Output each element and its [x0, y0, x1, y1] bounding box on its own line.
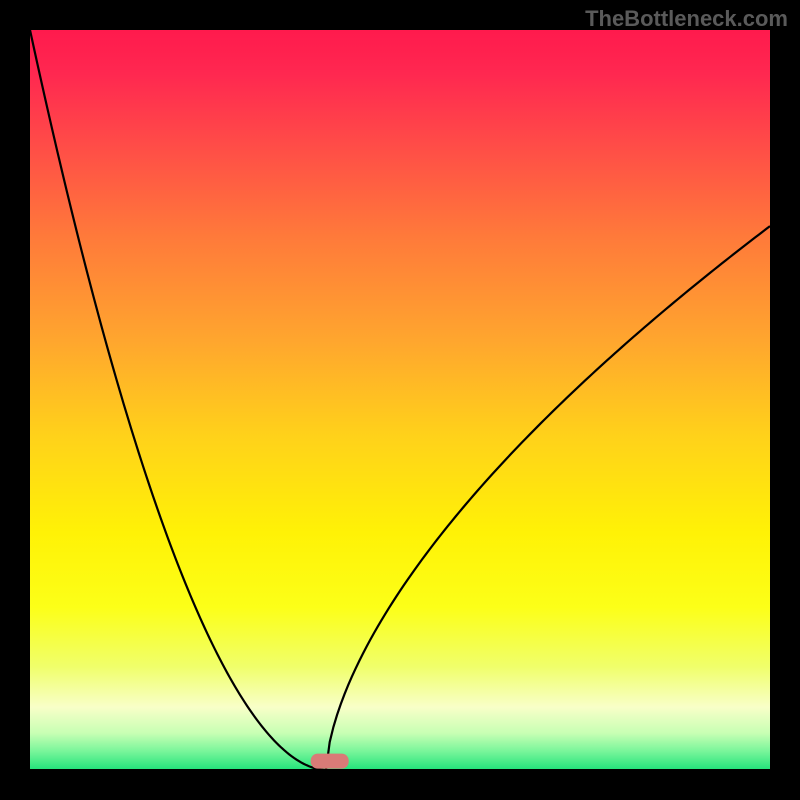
plot-background	[30, 30, 770, 770]
watermark-text: TheBottleneck.com	[585, 6, 788, 32]
bottleneck-chart	[0, 0, 800, 800]
chart-container: TheBottleneck.com	[0, 0, 800, 800]
optimum-marker	[311, 754, 349, 769]
